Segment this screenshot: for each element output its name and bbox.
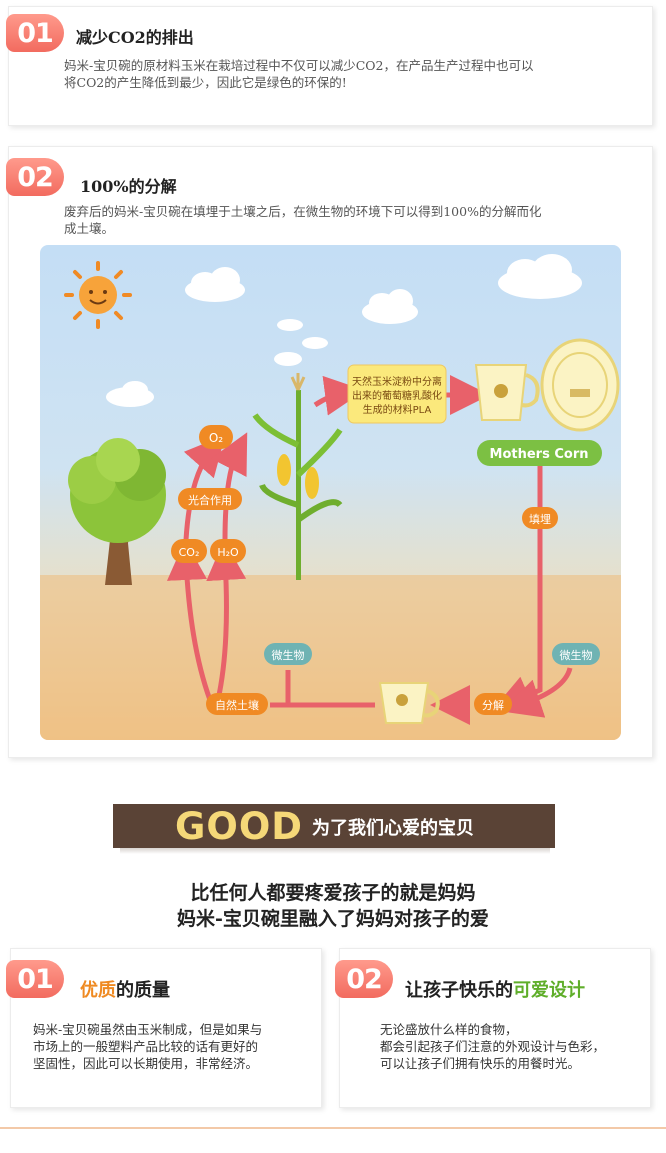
good-banner-shadow [120,848,550,854]
section2-text-line2: 成土壤。 [64,221,115,236]
pla-text-line3: 生成的材料PLA [363,403,432,416]
cloud-icon [274,319,328,366]
cloud-icon [106,381,154,407]
co2-label [171,539,207,563]
feature1-title: 优质的质量 [80,976,170,1002]
cycle-illustration: 天然玉米淀粉中分离 出来的葡萄糖乳酸化 生成的材料PLA Mothers Cor… [40,254,621,740]
decompose-label [474,693,512,715]
pla-text-line2: 出来的葡萄糖乳酸化 [352,389,442,402]
microbe-left-text: 微生物 [272,648,305,662]
section1-card [8,6,653,126]
bottom-divider [0,1127,666,1129]
brand-label: Mothers Corn [490,447,589,462]
pla-text-line1: 天然玉米淀粉中分离 [352,375,442,388]
section2-number-badge: 02 [6,158,64,196]
feature2-title: 让孩子快乐的可爱设计 [405,976,585,1002]
landfill-text: 填埋 [529,512,551,526]
decomposition-cycle-diagram: 天然玉米淀粉中分离 出来的葡萄糖乳酸化 生成的材料PLA Mothers Cor… [40,245,621,740]
decompose-text: 分解 [482,698,504,712]
co2-text: CO₂ [179,546,200,559]
corn-plant-icon [252,373,343,580]
feature2-text-line1: 无论盛放什么样的食物， [380,1022,518,1037]
slogan-line2: 妈米-宝贝碗里融入了妈妈对孩子的爱 [177,908,489,930]
feature2-number-badge: 02 [335,960,393,998]
section1-text-line1: 妈米-宝贝碗的原材料玉米在栽培过程中不仅可以减少CO2，在产品生产过程中也可以 [64,58,534,73]
sun-icon [64,261,132,329]
natural-soil-text: 自然土壤 [215,698,259,712]
small-cup-icon [378,682,440,724]
pla-box [347,364,447,424]
tree-icon [68,438,166,585]
feature1-text-line2: 市场上的一般塑料产品比较的话有更好的 [33,1039,259,1054]
good-banner [113,804,555,848]
feature1-number-badge: 01 [6,960,64,998]
microbe-left-label [264,643,312,665]
microbe-right-text: 微生物 [560,648,593,662]
feature2-title-pre: 让孩子快乐的 [405,980,513,1001]
slogan-line1: 比任何人都要疼爱孩子的就是妈妈 [190,882,476,904]
brand-pill [477,440,602,466]
bowl-icon [540,338,620,432]
section2-text-line1: 废弃后的妈米-宝贝碗在填埋于土壤之后，在微生物的环境下可以得到100%的分解而化 [64,204,542,219]
feature1-title-highlight: 优质 [80,980,116,1001]
good-subtitle: 为了我们心爱的宝贝 [312,818,474,839]
ground [40,575,621,740]
cloud-icon [185,267,245,302]
microbe-right-label [552,643,600,665]
photosynthesis-text: 光合作用 [188,493,232,507]
h2o-text: H₂O [217,546,239,559]
section1-title: 减少CO2的排出 [76,28,194,47]
landfill-label [522,507,558,529]
good-word: GOOD [175,805,303,848]
o2-label [199,425,233,449]
feature2-title-highlight: 可爱设计 [513,980,585,1001]
feature2-text-line3: 可以让孩子们拥有快乐的用餐时光。 [380,1056,581,1071]
natural-soil-label [206,693,268,715]
h2o-label [210,539,246,563]
feature1-text-line3: 坚固性，因此可以长期使用，非常经济。 [33,1056,259,1071]
feature1-title-rest: 的质量 [116,980,170,1001]
cup-icon [474,364,540,421]
section2-title: 100%的分解 [80,177,177,196]
feature1-text-line1: 妈米-宝贝碗虽然由玉米制成，但是如果与 [33,1022,263,1037]
cloud-icon [362,289,418,324]
cloud-icon [498,254,582,299]
feature2-text-line2: 都会引起孩子们注意的外观设计与色彩， [380,1039,606,1054]
o2-text: O₂ [209,431,223,445]
section1-number-badge: 01 [6,14,64,52]
section1-text-line2: 将CO2的产生降低到最少，因此它是绿色的环保的! [64,75,347,90]
photosynthesis-label [178,488,242,510]
